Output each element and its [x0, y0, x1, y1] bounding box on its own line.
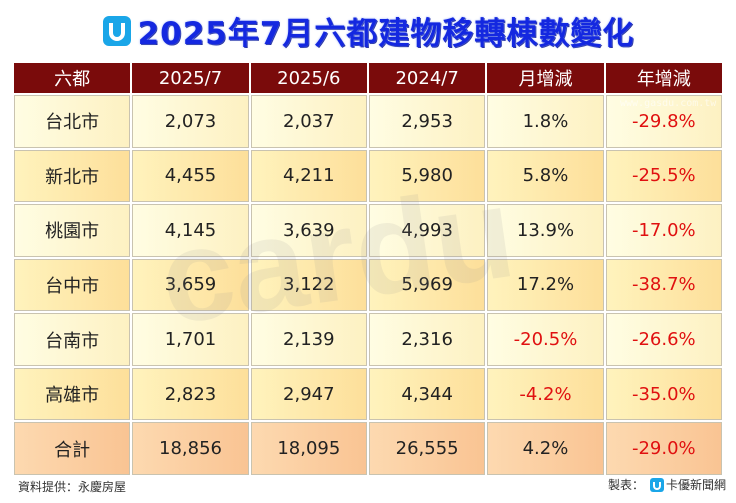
data-row: 桃園市 4,145 3,639 4,993 13.9% -17.0%: [14, 204, 722, 257]
data-row: 台北市 2,073 2,037 2,953 1.8% -29.8%: [14, 95, 722, 148]
cell: 26,555: [368, 422, 486, 475]
data-row: 新北市 4,455 4,211 5,980 5.8% -25.5%: [14, 149, 722, 203]
cell: -17.0%: [605, 204, 722, 257]
maker-label: 製表：: [607, 478, 644, 492]
cell: -20.5%: [487, 313, 604, 366]
cell: 18,856: [132, 422, 249, 475]
cell: 3,659: [132, 258, 249, 312]
source-note: 資料提供：永慶房屋: [18, 480, 127, 494]
cell: 4,993: [368, 204, 486, 257]
title: 2025年7月六都建物移轉棟數變化: [137, 15, 635, 52]
cell: 2,316: [368, 313, 486, 366]
column-header: 2024/7: [368, 63, 486, 93]
cell: 1.8%: [487, 95, 604, 148]
total-row: 合計 18,856 18,095 26,555 4.2% -29.0%: [14, 422, 722, 475]
logo: [102, 16, 131, 46]
cell: 13.9%: [487, 204, 604, 257]
cell: -29.0%: [605, 422, 722, 475]
data-table: 六都 2025/7 2025/6 2024/7 月增減 年增減 台北市 2,073 2,037…: [12, 61, 724, 477]
header-row: 六都 2025/7 2025/6 2024/7 月增減 年增減: [14, 63, 722, 93]
cell: -26.6%: [605, 313, 722, 366]
cell: 3,639: [250, 204, 367, 257]
data-row: 台中市 3,659 3,122 5,969 17.2% -38.7%: [14, 258, 722, 312]
row-label: 台北市: [14, 95, 131, 148]
cell: 2,953: [368, 95, 486, 148]
cell: 2,823: [132, 367, 249, 421]
cell: 1,701: [132, 313, 249, 366]
cell: 17.2%: [487, 258, 604, 312]
cell: 2,037: [250, 95, 367, 148]
cell: -38.7%: [605, 258, 722, 312]
cell: 4,455: [132, 149, 249, 203]
cell: -35.0%: [605, 367, 722, 421]
row-label: 桃園市: [14, 204, 131, 257]
row-label: 台中市: [14, 258, 131, 312]
cell: 5,969: [368, 258, 486, 312]
row-label: 合計: [14, 422, 131, 475]
brand-icon: [649, 477, 664, 492]
cell: 5.8%: [487, 149, 604, 203]
cell: -4.2%: [487, 367, 604, 421]
cell: 4,145: [132, 204, 249, 257]
column-header: 2025/7: [132, 63, 249, 93]
brand-name: 卡優新聞網: [665, 478, 726, 492]
cell: 2,139: [250, 313, 367, 366]
data-row: 台南市 1,701 2,139 2,316 -20.5% -26.6%: [14, 313, 722, 366]
cell: 2,947: [250, 367, 367, 421]
cell: 2,073: [132, 95, 249, 148]
cell: -29.8%: [605, 95, 722, 148]
row-label: 台南市: [14, 313, 131, 366]
row-label: 高雄市: [14, 367, 131, 421]
maker-note: 製表： 卡優新聞網: [608, 476, 726, 493]
cell: -25.5%: [605, 149, 722, 203]
column-header: 年增減: [605, 63, 722, 93]
cell: 4.2%: [487, 422, 604, 475]
column-header: 月增減: [487, 63, 604, 93]
cell: 18,095: [250, 422, 367, 475]
cell: 3,122: [250, 258, 367, 312]
cell: 4,344: [368, 367, 486, 421]
title-bar: 2025年7月六都建物移轉棟數變化: [0, 6, 736, 54]
row-label: 新北市: [14, 149, 131, 203]
data-row: 高雄市 2,823 2,947 4,344 -4.2% -35.0%: [14, 367, 722, 421]
cell: 5,980: [368, 149, 486, 203]
column-header: 六都: [14, 63, 131, 93]
cell: 4,211: [250, 149, 367, 203]
column-header: 2025/6: [250, 63, 367, 93]
